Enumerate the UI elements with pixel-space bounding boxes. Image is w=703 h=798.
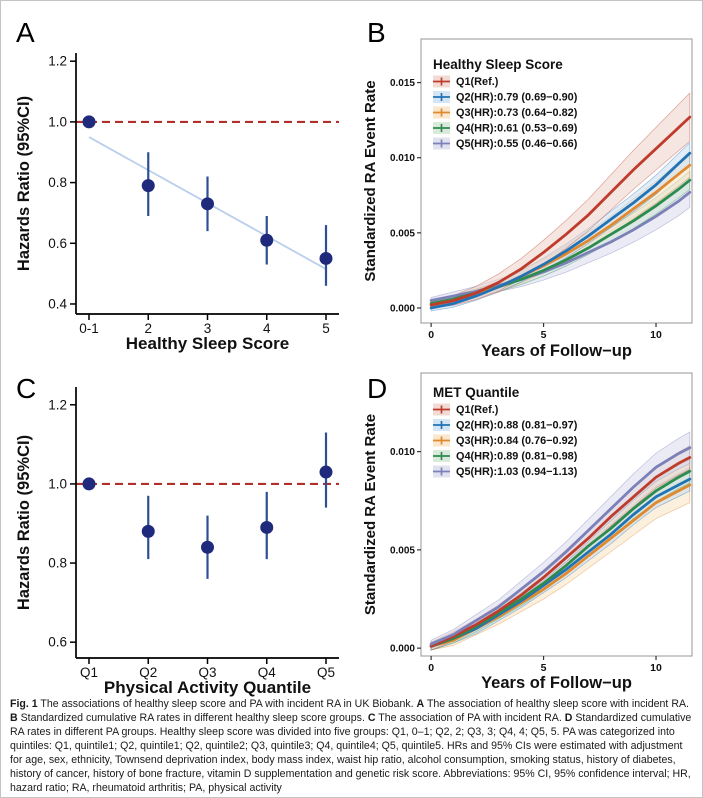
svg-text:1.0: 1.0	[48, 114, 67, 129]
legend: MET Quantile Q1(Ref.) Q2(HR):0.88 (0.81−0.…	[433, 385, 578, 478]
svg-text:Q1(Ref.): Q1(Ref.)	[456, 76, 499, 88]
line-Q1	[429, 456, 692, 648]
svg-text:Standardized RA Event Rate: Standardized RA Event Rate	[362, 414, 379, 615]
hr-point	[201, 197, 214, 211]
hr-point	[82, 477, 96, 491]
svg-text:Standardized RA Event Rate: Standardized RA Event Rate	[362, 80, 379, 281]
svg-text:Physical Activity Quantile: Physical Activity Quantile	[104, 678, 311, 697]
svg-text:Q3(HR):0.73 (0.64−0.82): Q3(HR):0.73 (0.64−0.82)	[456, 107, 578, 119]
svg-text:1.2: 1.2	[48, 54, 67, 69]
svg-text:0.000: 0.000	[390, 644, 415, 655]
hr-point	[319, 465, 333, 479]
svg-text:Q4(HR):0.89 (0.81−0.98): Q4(HR):0.89 (0.81−0.98)	[456, 451, 578, 463]
svg-text:Healthy Sleep Score: Healthy Sleep Score	[433, 57, 563, 72]
svg-text:Q2(HR):0.79 (0.69−0.90): Q2(HR):0.79 (0.69−0.90)	[456, 92, 578, 104]
panel-a: A 0.4 0.6 0.8 1.0 1.2 0-1 2 3 4 5 Healthy Sleep Sc…	[2, 7, 353, 365]
hr-point	[141, 524, 155, 538]
svg-text:0.005: 0.005	[390, 228, 415, 239]
svg-text:1.0: 1.0	[48, 476, 67, 491]
sleep-hazard-ratio-forest-chart: 0.4 0.6 0.8 1.0 1.2 0-1 2 3 4 5 Healthy Sleep Scor…	[15, 53, 339, 353]
pa-hazard-ratio-forest-chart: 0.6 0.8 1.0 1.2 Q1 Q2 Q3 Q4 Q5 Physical Activity …	[15, 387, 339, 697]
line-Q1	[429, 115, 692, 307]
svg-text:Hazards Ratio (95%CI): Hazards Ratio (95%CI)	[15, 435, 33, 610]
svg-text:Q4: Q4	[258, 665, 277, 680]
hr-point	[260, 233, 274, 247]
svg-text:Healthy Sleep Score: Healthy Sleep Score	[126, 334, 289, 353]
svg-text:0: 0	[428, 329, 434, 341]
svg-text:0.8: 0.8	[48, 175, 67, 190]
svg-text:2: 2	[144, 321, 152, 336]
hr-point	[141, 179, 155, 193]
svg-text:Q5: Q5	[317, 665, 335, 680]
svg-text:0: 0	[428, 662, 434, 674]
svg-text:10: 10	[650, 662, 662, 674]
sleep-event-rate-line-chart: 0 5 10 0.000 0.005 0.010 0.015 Years of Follow−…	[362, 38, 693, 360]
svg-text:0-1: 0-1	[79, 321, 99, 336]
svg-text:0.4: 0.4	[48, 296, 67, 311]
svg-text:5: 5	[322, 321, 330, 336]
panel-c: C 0.6 0.8 1.0 1.2 Q1 Q2 Q3 Q4 Q5 Physical Activit…	[2, 367, 353, 699]
svg-text:Q5(HR):0.55 (0.46−0.66): Q5(HR):0.55 (0.46−0.66)	[456, 138, 578, 150]
svg-text:MET Quantile: MET Quantile	[433, 385, 520, 400]
svg-text:0.010: 0.010	[390, 153, 415, 164]
svg-text:Q5(HR):1.03 (0.94−1.13): Q5(HR):1.03 (0.94−1.13)	[456, 466, 578, 478]
svg-text:1.2: 1.2	[48, 397, 67, 412]
svg-text:Q1(Ref.): Q1(Ref.)	[456, 404, 499, 416]
svg-text:0.000: 0.000	[390, 303, 415, 314]
panel-border	[420, 372, 693, 657]
band-Q5	[430, 431, 691, 649]
met-event-rate-line-chart: 0 5 10 0.000 0.005 0.010 Years of Follow−up Sta…	[362, 372, 693, 692]
svg-text:Years of Follow−up: Years of Follow−up	[481, 674, 632, 692]
svg-text:4: 4	[263, 321, 271, 336]
line-Q3	[429, 163, 692, 307]
panel-border	[420, 38, 693, 324]
svg-text:0.6: 0.6	[48, 236, 67, 251]
svg-text:Q3(HR):0.84 (0.76−0.92): Q3(HR):0.84 (0.76−0.92)	[456, 435, 578, 447]
svg-text:Q3: Q3	[198, 665, 216, 680]
hr-point	[260, 520, 274, 534]
line-Q2	[429, 477, 692, 648]
svg-text:10: 10	[650, 329, 662, 341]
svg-text:0.015: 0.015	[390, 78, 415, 89]
panel-b: B 0 5 10 0.000 0.005 0.010 0.015 Years of Follo…	[353, 7, 702, 365]
band-Q1	[430, 92, 691, 309]
panel-label-d: D	[367, 373, 388, 404]
panel-d: D 0 5 10 0.000 0.005 0.010 Years of Follow−up S…	[353, 367, 702, 697]
svg-text:0.8: 0.8	[48, 556, 67, 571]
panel-label-c: C	[16, 373, 37, 404]
svg-text:0.6: 0.6	[48, 635, 67, 650]
hr-point	[201, 540, 214, 554]
svg-text:0.005: 0.005	[390, 545, 415, 556]
line-Q5	[429, 446, 692, 646]
line-Q2	[429, 151, 692, 310]
figure-caption: Fig. 1 The associations of healthy sleep…	[10, 698, 692, 794]
hr-point	[319, 251, 333, 265]
svg-text:Q2(HR):0.88 (0.81−0.97): Q2(HR):0.88 (0.81−0.97)	[456, 420, 578, 432]
svg-text:Q4(HR):0.61 (0.53−0.69): Q4(HR):0.61 (0.53−0.69)	[456, 123, 578, 135]
svg-text:Q1: Q1	[80, 665, 98, 680]
panel-label-b: B	[367, 17, 386, 48]
svg-text:5: 5	[541, 662, 547, 674]
panel-label-a: A	[16, 17, 35, 48]
svg-text:Years of Follow−up: Years of Follow−up	[481, 342, 632, 360]
svg-text:5: 5	[541, 329, 547, 341]
svg-text:3: 3	[204, 321, 212, 336]
svg-text:0.010: 0.010	[390, 447, 415, 458]
svg-text:Q2: Q2	[139, 665, 157, 680]
line-Q4	[429, 469, 692, 648]
legend: Healthy Sleep Score Q1(Ref.) Q2(HR):0.79 (…	[433, 57, 578, 150]
svg-text:Hazards Ratio (95%CI): Hazards Ratio (95%CI)	[15, 96, 33, 271]
hr-point	[82, 115, 96, 129]
